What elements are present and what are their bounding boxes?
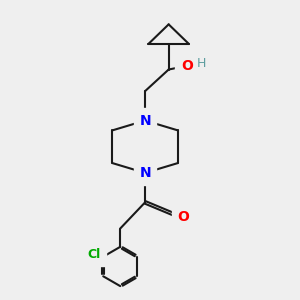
Text: Cl: Cl (87, 248, 101, 260)
Text: O: O (181, 59, 193, 73)
Text: H: H (197, 57, 206, 70)
Text: N: N (139, 166, 151, 180)
Text: O: O (177, 210, 189, 224)
Text: N: N (139, 114, 151, 128)
